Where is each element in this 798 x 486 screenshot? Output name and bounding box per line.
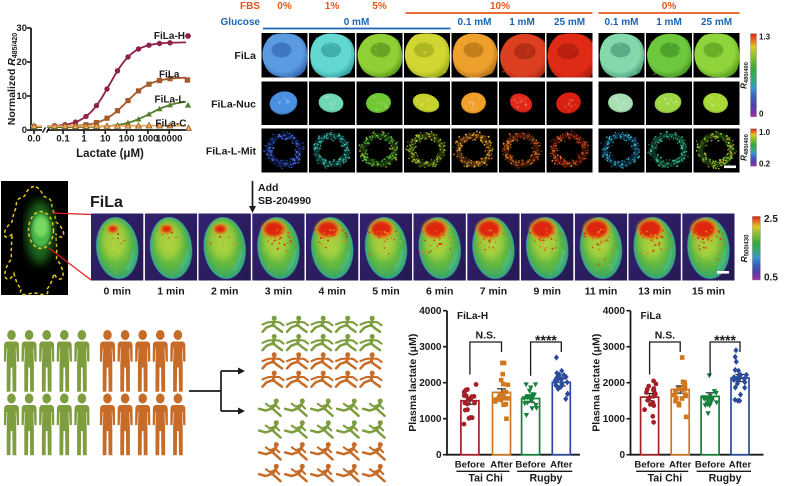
svg-text:11 min: 11 min bbox=[585, 286, 618, 298]
svg-text:R480/400: R480/400 bbox=[740, 62, 751, 89]
svg-text:6 min: 6 min bbox=[426, 286, 453, 298]
svg-text:10: 10 bbox=[100, 134, 111, 145]
svg-text:After: After bbox=[669, 460, 692, 471]
svg-text:Before: Before bbox=[695, 460, 725, 471]
svg-text:3000: 3000 bbox=[419, 342, 442, 353]
svg-text:FiLa-L: FiLa-L bbox=[155, 94, 185, 105]
svg-text:Add: Add bbox=[258, 182, 278, 194]
svg-text:0: 0 bbox=[619, 450, 625, 461]
svg-text:1000: 1000 bbox=[603, 414, 626, 425]
svg-text:FiLa: FiLa bbox=[234, 50, 256, 62]
svg-text:0.2: 0.2 bbox=[759, 160, 771, 169]
svg-text:FiLa: FiLa bbox=[159, 70, 180, 81]
svg-text:SB-204990: SB-204990 bbox=[258, 195, 311, 207]
svg-text:0.1 mM: 0.1 mM bbox=[458, 17, 492, 28]
svg-text:FiLa-H: FiLa-H bbox=[154, 31, 185, 42]
svg-text:3000: 3000 bbox=[603, 342, 626, 353]
svg-text:7 min: 7 min bbox=[480, 286, 507, 298]
svg-text:25 mM: 25 mM bbox=[701, 17, 732, 28]
svg-text:4000: 4000 bbox=[603, 306, 626, 317]
svg-text:100: 100 bbox=[119, 134, 135, 145]
svg-text:0: 0 bbox=[436, 450, 442, 461]
svg-text:N.S.: N.S. bbox=[655, 330, 676, 342]
svg-text:Lactate (μM): Lactate (μM) bbox=[76, 148, 144, 160]
svg-text:9 min: 9 min bbox=[533, 286, 560, 298]
svg-text:Before: Before bbox=[515, 460, 545, 471]
svg-text:****: **** bbox=[714, 332, 736, 348]
svg-text:Tai Chi: Tai Chi bbox=[648, 473, 683, 485]
svg-text:1 min: 1 min bbox=[157, 286, 184, 298]
svg-text:1.0: 1.0 bbox=[759, 128, 771, 137]
svg-text:5 min: 5 min bbox=[372, 286, 399, 298]
svg-text:30: 30 bbox=[16, 23, 27, 34]
svg-text:Rugby: Rugby bbox=[709, 473, 742, 485]
svg-text:****: **** bbox=[535, 332, 557, 348]
svg-text:0.5: 0.5 bbox=[764, 273, 778, 284]
svg-text:FiLa: FiLa bbox=[641, 311, 662, 322]
svg-text:Plasma lactate (μM): Plasma lactate (μM) bbox=[591, 334, 603, 432]
svg-text:Before: Before bbox=[634, 460, 664, 471]
svg-text:0 mM: 0 mM bbox=[344, 17, 370, 28]
svg-text:1: 1 bbox=[81, 134, 87, 145]
svg-text:10000: 10000 bbox=[156, 134, 182, 145]
svg-text:1%: 1% bbox=[325, 1, 340, 12]
svg-text:10%: 10% bbox=[490, 1, 510, 12]
svg-text:1000: 1000 bbox=[419, 414, 442, 425]
svg-text:After: After bbox=[729, 460, 752, 471]
svg-text:Normalized R485/420: Normalized R485/420 bbox=[6, 33, 19, 126]
svg-text:2000: 2000 bbox=[603, 378, 626, 389]
svg-text:20: 20 bbox=[16, 57, 27, 68]
svg-text:1.3: 1.3 bbox=[759, 33, 771, 42]
svg-text:25 mM: 25 mM bbox=[554, 17, 585, 28]
svg-text:FBS: FBS bbox=[240, 1, 260, 12]
svg-text:3 min: 3 min bbox=[265, 286, 292, 298]
svg-text:FiLa-L-Mit: FiLa-L-Mit bbox=[206, 146, 257, 158]
svg-text:R500/430: R500/430 bbox=[739, 234, 751, 262]
svg-text:FiLa: FiLa bbox=[90, 194, 123, 211]
svg-text:2000: 2000 bbox=[419, 378, 442, 389]
svg-text:0%: 0% bbox=[662, 1, 677, 12]
svg-text:Glucose: Glucose bbox=[221, 17, 261, 28]
svg-text:1000: 1000 bbox=[137, 134, 158, 145]
svg-text:Tai Chi: Tai Chi bbox=[468, 473, 503, 485]
svg-text:0.1: 0.1 bbox=[56, 134, 70, 145]
svg-text:15 min: 15 min bbox=[692, 286, 725, 298]
svg-text:0%: 0% bbox=[277, 1, 292, 12]
svg-text:0: 0 bbox=[22, 125, 27, 136]
svg-text:1 mM: 1 mM bbox=[656, 17, 682, 28]
svg-text:2.5: 2.5 bbox=[764, 214, 778, 225]
svg-text:Rugby: Rugby bbox=[529, 473, 562, 485]
svg-text:Plasma lactate (μM): Plasma lactate (μM) bbox=[407, 334, 419, 432]
svg-text:5%: 5% bbox=[372, 1, 387, 12]
svg-text:FiLa-Nuc: FiLa-Nuc bbox=[211, 99, 256, 111]
svg-text:FiLa-C: FiLa-C bbox=[155, 118, 186, 129]
svg-text:10: 10 bbox=[16, 91, 27, 102]
svg-text:4 min: 4 min bbox=[318, 286, 345, 298]
svg-text:R480/400: R480/400 bbox=[740, 134, 751, 161]
svg-text:0 min: 0 min bbox=[103, 286, 130, 298]
svg-text:2 min: 2 min bbox=[211, 286, 238, 298]
svg-text:0.0: 0.0 bbox=[27, 134, 40, 145]
svg-text:Before: Before bbox=[455, 460, 485, 471]
svg-text:After: After bbox=[550, 460, 573, 471]
svg-text:1 mM: 1 mM bbox=[509, 17, 535, 28]
svg-text:4000: 4000 bbox=[419, 306, 442, 317]
svg-text:After: After bbox=[490, 460, 513, 471]
svg-text:N.S.: N.S. bbox=[475, 330, 496, 342]
svg-text:0.1 mM: 0.1 mM bbox=[605, 17, 639, 28]
svg-text:13 min: 13 min bbox=[638, 286, 671, 298]
svg-text:FiLa-H: FiLa-H bbox=[457, 311, 488, 322]
svg-text:0: 0 bbox=[759, 110, 764, 119]
